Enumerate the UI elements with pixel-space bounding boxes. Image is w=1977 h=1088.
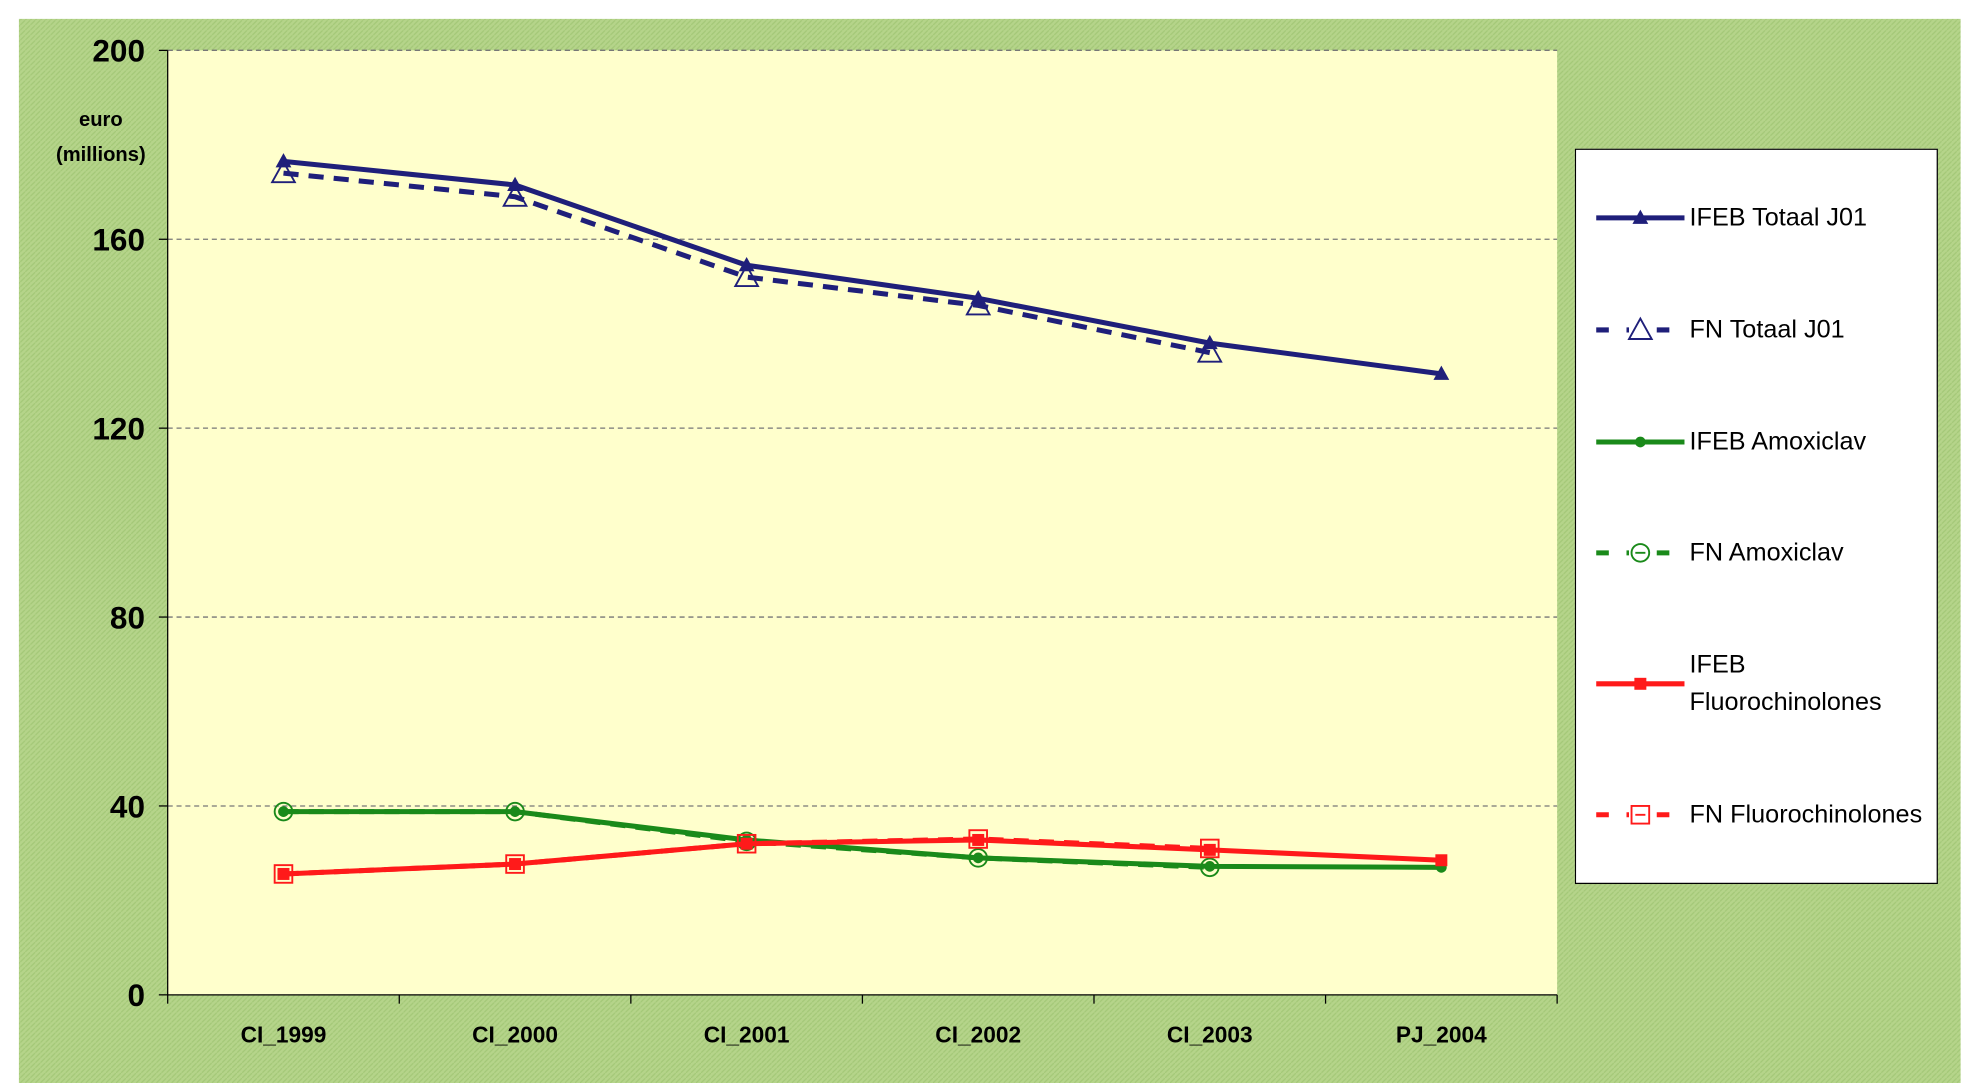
marker	[273, 801, 294, 822]
y-axis-label: euro	[79, 109, 123, 131]
legend-label: FN Amoxiclav	[1689, 539, 1844, 568]
marker	[965, 292, 992, 316]
legend-swatch	[1596, 677, 1685, 690]
legend-swatch	[1596, 316, 1685, 342]
legend-label: FN Fluorochinolones	[1689, 800, 1923, 829]
legend: IFEB Totaal J01 FN Totaal J01 IFEB Amoxicl…	[1574, 148, 1938, 885]
y-tick-label: 40	[110, 788, 145, 824]
legend-item: FN Totaal J01	[1576, 311, 1937, 349]
marker	[1203, 843, 1216, 856]
plot-bg	[167, 50, 1558, 995]
legend-label: FN Totaal J01	[1689, 316, 1845, 344]
legend-label: IFEB Amoxiclav	[1689, 427, 1867, 456]
legend-item: FN Amoxiclav	[1576, 534, 1937, 572]
x-tick-label: PJ_2004	[1396, 1022, 1487, 1048]
y-tick-label: 0	[127, 977, 145, 1013]
legend-swatch	[1596, 541, 1685, 565]
marker	[968, 848, 988, 868]
marker	[968, 829, 988, 849]
marker	[1630, 804, 1651, 825]
y-tick-label: 80	[110, 599, 145, 635]
y-tick-label: 200	[92, 33, 145, 69]
marker	[270, 159, 297, 184]
legend-swatch	[1596, 436, 1685, 447]
marker	[1435, 854, 1448, 867]
legend-holder: IFEB Totaal J01 FN Totaal J01 IFEB Amoxicl…	[1574, 148, 1938, 885]
marker	[1634, 436, 1646, 447]
marker	[1632, 210, 1649, 225]
marker	[1200, 857, 1220, 878]
marker	[273, 864, 294, 884]
marker	[1630, 543, 1651, 563]
legend-item: IFEB Totaal J01	[1576, 199, 1937, 237]
legend-item: IFEB Amoxiclav	[1576, 423, 1937, 461]
x-tick-label: CI_2002	[935, 1022, 1021, 1048]
marker	[733, 263, 760, 288]
legend-item: IFEB Fluorochinolones	[1576, 646, 1937, 722]
marker	[505, 801, 525, 822]
marker	[1634, 677, 1647, 690]
x-tick-label: CI_2003	[1167, 1022, 1253, 1048]
x-tick-label: CI_2000	[472, 1022, 558, 1048]
series-line	[283, 170, 1211, 356]
marker	[1200, 838, 1220, 859]
legend-label: IFEB Fluorochinolones	[1689, 651, 1882, 717]
marker	[1196, 339, 1223, 363]
marker	[1627, 316, 1654, 340]
marker	[736, 833, 757, 854]
legend-label: IFEB Totaal J01	[1689, 204, 1868, 233]
marker	[502, 183, 529, 207]
x-tick-label: CI_2001	[704, 1022, 790, 1048]
series-line	[283, 158, 1442, 377]
marker	[1433, 365, 1450, 380]
marker	[505, 854, 525, 874]
y-tick-label: 120	[92, 411, 145, 447]
legend-swatch	[1596, 210, 1685, 225]
legend-item: FN Fluorochinolones	[1576, 795, 1937, 833]
y-axis-label: (millions)	[56, 144, 146, 166]
legend-gap	[1629, 318, 1652, 342]
y-tick-label: 160	[92, 222, 145, 258]
x-tick-label: CI_1999	[241, 1022, 327, 1048]
legend-swatch	[1596, 802, 1685, 826]
